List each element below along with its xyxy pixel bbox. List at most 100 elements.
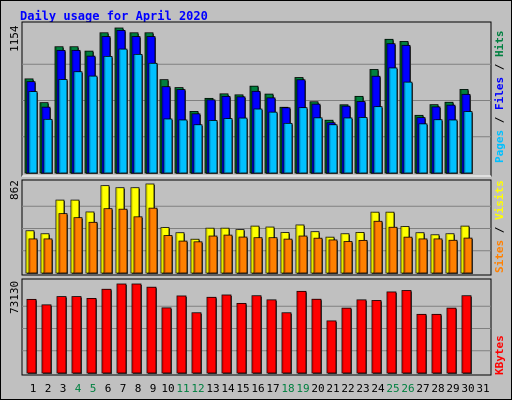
bar-sites-day-22 <box>343 241 353 274</box>
bar-highlight <box>312 104 314 173</box>
bar-pages-day-30 <box>463 111 473 174</box>
bar-highlight <box>87 56 89 173</box>
bar-highlight <box>57 296 59 373</box>
bar-highlight <box>236 229 238 273</box>
bar-highlight <box>160 79 162 173</box>
bar-highlight <box>145 32 147 174</box>
bar-kbytes-day-7 <box>116 283 127 374</box>
bar-kbytes-day-26 <box>401 290 412 374</box>
bar-kbytes-day-21 <box>326 320 337 374</box>
bar-sites-day-29 <box>448 239 458 274</box>
bar-pages-day-13 <box>208 120 218 174</box>
bar-highlight <box>464 111 466 173</box>
bar-highlight <box>297 291 299 373</box>
bar-highlight <box>116 187 118 273</box>
bar-kbytes-day-9 <box>146 286 157 374</box>
bar-highlight <box>147 287 149 373</box>
x-label-day-31: 31 <box>476 382 489 395</box>
bar-highlight <box>372 300 374 373</box>
bar-highlight <box>447 105 449 173</box>
bar-pages-day-1 <box>28 91 38 174</box>
legend-sites: Sites <box>493 240 506 273</box>
bar-pages-day-21 <box>328 124 338 174</box>
x-label-day-27: 27 <box>416 382 429 395</box>
bar-highlight <box>25 78 27 173</box>
bar-kbytes-day-18 <box>281 312 292 374</box>
bar-kbytes-day-17 <box>266 299 277 374</box>
x-label-day-15: 15 <box>236 382 249 395</box>
bar-highlight <box>460 89 462 173</box>
bar-sites-day-28 <box>433 238 443 274</box>
bar-highlight <box>55 46 57 174</box>
bar-highlight <box>100 32 102 174</box>
bar-highlight <box>342 106 344 173</box>
bar-highlight <box>224 118 226 173</box>
bar-sites-day-7 <box>118 208 128 274</box>
x-label-day-19: 19 <box>296 382 309 395</box>
bar-pages-day-25 <box>388 67 398 174</box>
bar-highlight <box>434 119 436 173</box>
bar-sites-day-4 <box>73 217 83 274</box>
bar-highlight <box>341 233 343 273</box>
bar-highlight <box>357 101 359 173</box>
bar-highlight <box>149 208 151 273</box>
bar-highlight <box>371 212 373 273</box>
bar-highlight <box>29 238 31 273</box>
bar-highlight <box>296 224 298 273</box>
bar-highlight <box>254 237 256 273</box>
bar-highlight <box>205 98 207 173</box>
bar-highlight <box>312 299 314 373</box>
bar-highlight <box>115 28 117 173</box>
bar-highlight <box>281 232 283 273</box>
legend-pages: Pages <box>493 130 506 163</box>
bar-highlight <box>387 43 389 173</box>
x-label-day-11: 11 <box>176 382 189 395</box>
bar-highlight <box>44 119 46 173</box>
bar-highlight <box>239 237 241 273</box>
bar-highlight <box>327 320 329 373</box>
bar-highlight <box>404 82 406 173</box>
bar-kbytes-day-15 <box>236 302 247 374</box>
bar-kbytes-day-23 <box>356 299 367 374</box>
bar-highlight <box>149 63 151 173</box>
bar-sites-day-25 <box>388 226 398 274</box>
bar-highlight <box>131 187 133 273</box>
bar-highlight <box>177 295 179 373</box>
x-label-day-14: 14 <box>221 382 235 395</box>
bar-pages-day-20 <box>313 117 323 174</box>
bar-highlight <box>191 239 193 273</box>
bar-sites-day-30 <box>463 237 473 274</box>
bar-kbytes-day-3 <box>56 296 67 374</box>
bar-highlight <box>252 91 254 173</box>
bar-highlight <box>462 295 464 373</box>
bar-highlight <box>446 233 448 273</box>
bar-highlight <box>282 312 284 373</box>
bar-pages-day-12 <box>193 124 203 174</box>
bar-kbytes-day-10 <box>161 307 172 374</box>
bar-sites-day-9 <box>148 207 158 274</box>
bar-highlight <box>280 107 282 173</box>
x-label-day-20: 20 <box>311 382 324 395</box>
bar-highlight <box>89 76 91 173</box>
bar-highlight <box>461 226 463 273</box>
bar-highlight <box>235 94 237 173</box>
bar-pages-day-10 <box>163 118 173 174</box>
bar-highlight <box>209 236 211 273</box>
bar-highlight <box>42 304 44 373</box>
bar-highlight <box>311 231 313 273</box>
bar-highlight <box>192 312 194 373</box>
bar-highlight <box>402 45 404 173</box>
bar-highlight <box>419 123 421 173</box>
x-label-day-24: 24 <box>371 382 385 395</box>
bar-pages-day-4 <box>73 71 83 174</box>
bar-kbytes-day-8 <box>131 283 142 374</box>
bar-highlight <box>374 221 376 273</box>
bar-highlight <box>74 71 76 173</box>
bar-sites-day-23 <box>358 239 368 274</box>
chart-title: Daily usage for April 2020 <box>20 9 208 23</box>
bar-highlight <box>177 89 179 173</box>
bar-highlight <box>190 111 192 173</box>
bar-highlight <box>359 240 361 273</box>
bar-highlight <box>239 118 241 173</box>
bar-highlight <box>161 227 163 273</box>
